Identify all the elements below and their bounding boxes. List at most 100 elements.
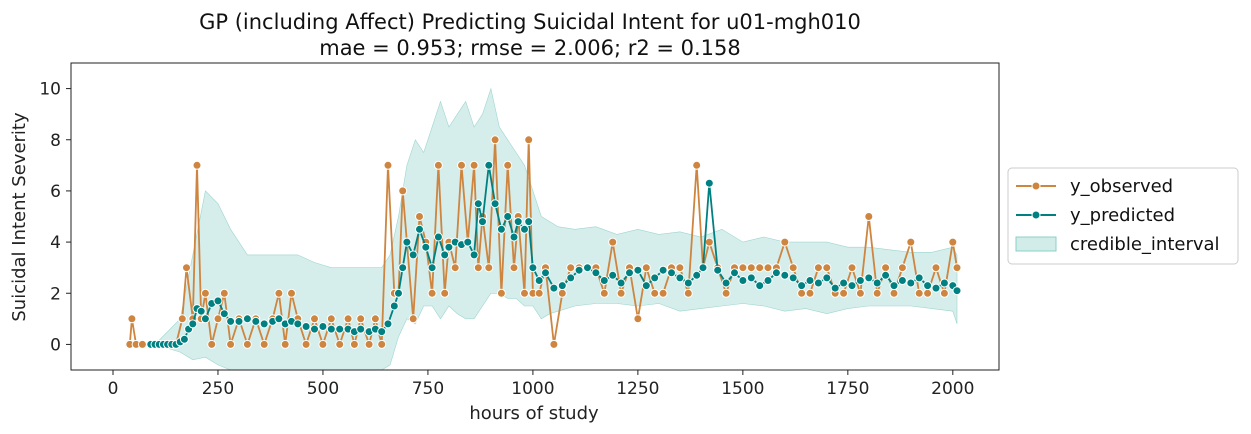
y-tick-label: 8 <box>50 131 61 151</box>
observed-point <box>383 160 393 170</box>
observed-point <box>192 160 202 170</box>
predicted-point <box>839 278 849 288</box>
predicted-point <box>692 270 702 280</box>
predicted-point <box>847 281 857 291</box>
observed-point <box>763 263 773 273</box>
observed-point <box>370 314 380 324</box>
predicted-point <box>650 273 660 283</box>
predicted-point <box>923 281 933 291</box>
observed-point <box>608 237 618 247</box>
observed-point <box>675 263 685 273</box>
observed-point <box>692 160 702 170</box>
predicted-point <box>939 278 949 288</box>
predicted-point <box>524 217 534 227</box>
predicted-point <box>698 263 708 273</box>
predicted-point <box>683 278 693 288</box>
observed-point <box>755 263 765 273</box>
x-tick-label: 1750 <box>826 379 869 399</box>
observed-point <box>377 339 387 349</box>
predicted-point <box>528 263 538 273</box>
predicted-point <box>335 324 345 334</box>
predicted-point <box>200 314 210 324</box>
predicted-point <box>219 309 229 319</box>
predicted-point <box>591 268 601 278</box>
legend-interval-swatch <box>1015 236 1057 252</box>
observed-point <box>326 314 336 324</box>
observed-point <box>433 160 443 170</box>
predicted-point <box>771 268 781 278</box>
legend-box <box>1007 167 1239 265</box>
observed-point <box>704 237 714 247</box>
observed-point <box>427 288 437 298</box>
interval-layer <box>129 87 958 370</box>
predicted-point <box>383 319 393 329</box>
x-tick-label: 2000 <box>931 379 974 399</box>
observed-point <box>177 314 187 324</box>
observed-point <box>566 263 576 273</box>
predicted-point <box>557 281 567 291</box>
predicted-point <box>478 217 487 227</box>
predicted-point <box>444 242 454 252</box>
predicted-point <box>433 232 443 242</box>
predicted-point <box>503 212 513 221</box>
predicted-point <box>318 322 328 331</box>
predicted-point <box>484 160 494 170</box>
predicted-point <box>213 296 223 306</box>
observed-point <box>259 339 269 349</box>
predicted-point <box>234 316 244 326</box>
predicted-point <box>226 316 236 326</box>
predicted-point <box>513 217 523 227</box>
legend-observed-label: y_observed <box>1070 176 1173 197</box>
plot-frame <box>70 62 1000 371</box>
predicted-point <box>616 278 626 288</box>
legend-predicted-label: y_predicted <box>1070 205 1175 226</box>
observed-point <box>200 288 210 298</box>
predicted-point <box>855 276 865 285</box>
legend-observed-marker <box>1031 181 1041 191</box>
predicted-point <box>641 281 651 291</box>
observed-point <box>343 314 353 324</box>
predicted-point <box>872 278 882 288</box>
x-tick-label: 750 <box>412 379 444 399</box>
predicted-point <box>251 316 261 326</box>
predicted-point <box>813 278 823 288</box>
observed-point <box>780 237 790 247</box>
y-axis: 0 2 4 6 8 10 <box>39 80 71 355</box>
observed-point <box>335 339 345 349</box>
observed-point <box>788 263 798 273</box>
predicted-point <box>583 263 592 273</box>
predicted-point <box>179 334 189 344</box>
predicted-point <box>402 237 412 247</box>
observed-point <box>746 263 756 273</box>
predicted-point <box>608 270 618 280</box>
x-axis-label: hours of study <box>469 403 599 424</box>
predicted-point <box>788 273 798 283</box>
predicted-point <box>326 324 336 334</box>
predicted-point <box>667 268 676 278</box>
observed-point <box>219 288 229 298</box>
predicted-point <box>822 273 832 283</box>
observed-point <box>797 288 807 298</box>
observed-point <box>738 263 748 273</box>
predicted-point <box>463 237 473 247</box>
observed-point <box>923 288 933 298</box>
observed-point <box>839 288 849 298</box>
predicted-point <box>633 265 643 275</box>
predicted-point <box>310 324 319 334</box>
observed-point <box>813 263 823 273</box>
observed-point <box>872 288 882 298</box>
observed-point <box>398 186 408 196</box>
observed-point <box>658 288 668 298</box>
observed-point <box>301 339 311 349</box>
observed-point <box>889 288 899 298</box>
observed-point <box>226 339 236 349</box>
x-axis: 0 250 500 750 1000 1250 1500 1750 2000 <box>108 370 974 399</box>
observed-point <box>242 339 252 349</box>
y-tick-label: 4 <box>50 233 61 253</box>
observed-point <box>549 339 559 349</box>
predicted-point <box>931 283 941 293</box>
observed-point <box>855 288 865 298</box>
observed-point <box>822 263 832 273</box>
